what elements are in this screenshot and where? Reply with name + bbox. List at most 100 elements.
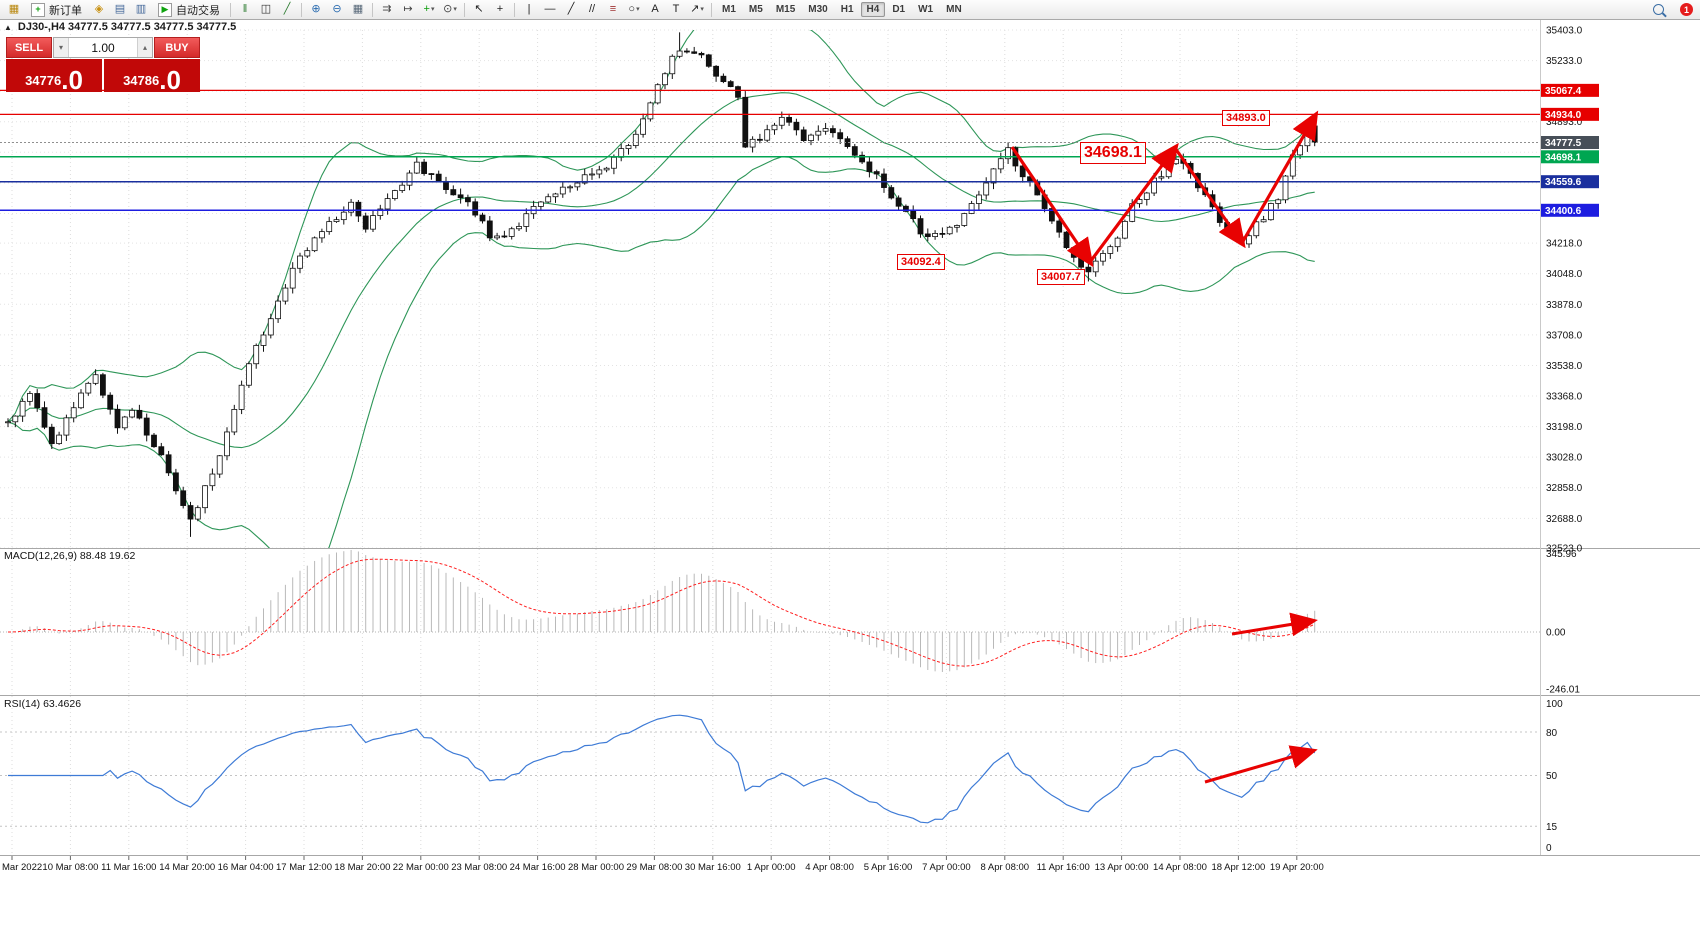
- svg-text:17 Mar 12:00: 17 Mar 12:00: [276, 862, 332, 873]
- svg-text:34698.1: 34698.1: [1545, 152, 1582, 163]
- search-icon[interactable]: [1653, 4, 1664, 15]
- tile-windows-icon[interactable]: ▦: [352, 3, 364, 15]
- time-axis[interactable]: Mar 2022 10 Mar 08:00 11 Mar 16:00 14 Mar 2…: [2, 856, 1324, 873]
- toolbar-separator: [301, 2, 302, 17]
- price-levels[interactable]: [0, 89, 1540, 212]
- horizontal-line-icon[interactable]: —: [544, 3, 556, 15]
- timeframe-mn[interactable]: MN: [946, 4, 962, 15]
- svg-text:35403.0: 35403.0: [1546, 26, 1583, 37]
- rsi-trend-arrow[interactable]: [1204, 745, 1318, 784]
- svg-text:7 Apr 00:00: 7 Apr 00:00: [922, 862, 971, 873]
- one-click-trading-panel: SELL ▾ 1.00 ▴ BUY 34776.0 34786.0: [6, 37, 200, 93]
- indicators-icon[interactable]: + ▾: [423, 3, 435, 15]
- zoom-in-icon[interactable]: ⊕: [311, 3, 321, 15]
- auto-scroll-icon[interactable]: ⇉: [382, 3, 392, 15]
- crosshair-icon[interactable]: +: [496, 3, 504, 15]
- svg-text:34048.0: 34048.0: [1546, 269, 1583, 280]
- trend-arrows[interactable]: [1010, 110, 1319, 268]
- svg-text:5 Apr 16:00: 5 Apr 16:00: [864, 862, 913, 873]
- support-line-blue-label: [1541, 203, 1599, 217]
- rsi-scale: 100 80 50 15 0: [1546, 699, 1563, 854]
- line-chart-icon[interactable]: ╱: [283, 3, 291, 15]
- one-click-collapse-icon[interactable]: ▲: [4, 22, 12, 32]
- volume-decrease-button[interactable]: ▾: [54, 38, 69, 57]
- sell-button[interactable]: SELL: [6, 37, 52, 58]
- resistance-line-1-label: [1541, 83, 1599, 97]
- zoom-out-icon[interactable]: ⊖: [332, 3, 342, 15]
- arrow-tools-icon[interactable]: ↗ ▾: [690, 3, 704, 15]
- text-label-icon[interactable]: T: [672, 3, 680, 15]
- market-watch-icon[interactable]: ▤: [114, 3, 126, 15]
- pane-dividers: [0, 20, 1700, 856]
- shapes-icon[interactable]: ○ ▾: [628, 3, 640, 15]
- candlestick-chart-icon[interactable]: ◫: [260, 3, 272, 15]
- svg-text:34893.0: 34893.0: [1546, 117, 1583, 128]
- volume-increase-button[interactable]: ▴: [137, 38, 152, 57]
- text-icon[interactable]: A: [651, 3, 659, 15]
- symbol-info: DJ30-,H4 34777.5 34777.5 34777.5 34777.5: [17, 21, 237, 33]
- timeframe-m15[interactable]: M15: [775, 4, 796, 15]
- buy-button[interactable]: BUY: [154, 37, 200, 58]
- svg-text:4 Apr 08:00: 4 Apr 08:00: [805, 862, 854, 873]
- svg-text:10 Mar 08:00: 10 Mar 08:00: [42, 862, 98, 873]
- svg-text:33028.0: 33028.0: [1546, 453, 1583, 464]
- price-annotation-34092-4[interactable]: 34092.4: [897, 254, 945, 270]
- timeframe-h1[interactable]: H1: [840, 4, 854, 15]
- sell-price[interactable]: 34776.0: [6, 59, 102, 93]
- svg-text:1 Apr 00:00: 1 Apr 00:00: [747, 862, 796, 873]
- svg-text:34559.6: 34559.6: [1545, 177, 1582, 188]
- fibonacci-icon[interactable]: ≡: [609, 3, 617, 15]
- svg-text:28 Mar 00:00: 28 Mar 00:00: [568, 862, 624, 873]
- toolbar-separator: [711, 2, 712, 17]
- svg-text:33878.0: 33878.0: [1546, 300, 1583, 311]
- resistance-line-2-label: [1541, 107, 1599, 121]
- channel-icon[interactable]: //: [588, 3, 596, 15]
- autotrading-button[interactable]: ▶ 自动交易: [152, 2, 226, 18]
- svg-text:23 Mar 08:00: 23 Mar 08:00: [451, 862, 507, 873]
- toolbar-separator: [372, 2, 373, 17]
- main-toolbar: ▦ + 新订单 ◈ ▤ ▥ ▶ 自动交易 ‖ ◫ ╱ ⊕ ⊖ ▦ ⇉ ↦ + ▾ ⊙ ▾ ↖ + | — ╱ // ≡ ○ ▾ A T ↗ ▾ M…: [0, 0, 1700, 20]
- timeframe-m5[interactable]: M5: [748, 4, 763, 15]
- bar-chart-icon[interactable]: ‖: [242, 3, 248, 15]
- toolbar-separator: [464, 2, 465, 17]
- svg-text:18 Apr 12:00: 18 Apr 12:00: [1211, 862, 1265, 873]
- strategy-tester-icon[interactable]: ▥: [135, 3, 147, 15]
- svg-text:80: 80: [1546, 728, 1558, 739]
- new-chart-icon[interactable]: ▦: [8, 3, 20, 15]
- compass-icon[interactable]: ◈: [94, 3, 104, 15]
- cursor-icon[interactable]: ↖: [474, 3, 484, 15]
- timeframe-d1[interactable]: D1: [892, 4, 906, 15]
- svg-text:8 Apr 08:00: 8 Apr 08:00: [980, 862, 1029, 873]
- notification-badge[interactable]: 1: [1680, 3, 1693, 16]
- periods-icon[interactable]: ⊙ ▾: [443, 3, 457, 15]
- trendline-icon[interactable]: ╱: [567, 3, 575, 15]
- svg-text:345.96: 345.96: [1546, 549, 1577, 560]
- timeframe-m1[interactable]: M1: [722, 4, 736, 15]
- rsi-pane: [0, 714, 1540, 827]
- volume-stepper[interactable]: ▾ 1.00 ▴: [53, 37, 153, 58]
- price-annotation-34698-1[interactable]: 34698.1: [1080, 142, 1146, 164]
- toolbar-separator: [514, 2, 515, 17]
- timeframe-m30[interactable]: M30: [808, 4, 828, 15]
- chart-shift-icon[interactable]: ↦: [403, 3, 413, 15]
- new-order-button[interactable]: + 新订单: [25, 2, 88, 18]
- chart-canvas[interactable]: 35403.0 35233.0 34893.0 34218.0 34048.0 33878…: [0, 20, 1700, 941]
- vertical-line-icon[interactable]: |: [527, 3, 531, 15]
- macd-trend-arrow[interactable]: [1231, 612, 1318, 637]
- volume-value[interactable]: 1.00: [91, 40, 115, 55]
- timeframe-w1[interactable]: W1: [918, 4, 934, 15]
- timeframe-h4[interactable]: H4: [860, 2, 886, 17]
- price-annotation-34893-0[interactable]: 34893.0: [1222, 110, 1270, 126]
- new-order-button-label: 新订单: [49, 4, 82, 17]
- chart-window[interactable]: 35403.0 35233.0 34893.0 34218.0 34048.0 33878…: [0, 20, 1700, 941]
- autotrading-button-icon: ▶: [158, 2, 172, 17]
- svg-text:50: 50: [1546, 771, 1558, 782]
- svg-text:33368.0: 33368.0: [1546, 392, 1583, 403]
- price-annotation-34007-7[interactable]: 34007.7: [1037, 269, 1085, 285]
- price-axis[interactable]: 35403.0 35233.0 34893.0 34218.0 34048.0 33878…: [1541, 26, 1599, 555]
- svg-text:34218.0: 34218.0: [1546, 239, 1583, 250]
- svg-text:33708.0: 33708.0: [1546, 330, 1583, 341]
- macd-indicator-label: MACD(12,26,9) 88.48 19.62: [4, 550, 136, 562]
- svg-text:35233.0: 35233.0: [1546, 56, 1583, 67]
- buy-price[interactable]: 34786.0: [104, 59, 200, 93]
